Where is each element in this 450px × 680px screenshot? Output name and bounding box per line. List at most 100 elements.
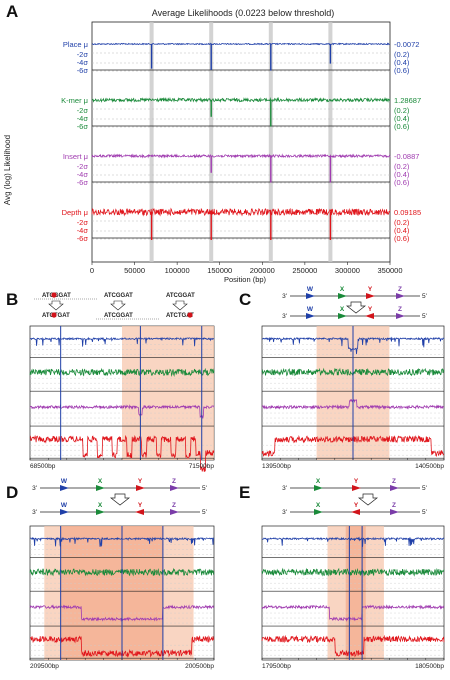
series-line-depth: [261, 634, 445, 658]
highlight-core: [345, 526, 366, 660]
gene-arrow-y: [365, 313, 374, 319]
sigma-value: (0.6): [394, 178, 410, 187]
sigma-labels-place: -2σ -4σ -6σ: [77, 50, 89, 75]
gene-label-y: Y: [138, 478, 143, 485]
sigma-label: -2σ: [77, 106, 89, 115]
gene-label-z: Z: [398, 286, 402, 293]
series-line-place: [91, 42, 391, 46]
gene-arrow-x: [338, 293, 347, 299]
strand-end-label: 3': [32, 509, 37, 516]
right-values-kmer: 1.28687 (0.2) (0.4) (0.6): [394, 96, 421, 131]
x-tick-label: 100000: [165, 266, 190, 275]
series-line-depth: [91, 207, 391, 217]
series-line-insert: [261, 604, 445, 622]
gene-arrow-z: [396, 293, 405, 299]
sigma-value: (0.2): [394, 162, 410, 171]
gene-arrow-w: [306, 313, 315, 319]
chart-d: [29, 525, 215, 661]
sigma-labels-depth: -2σ -4σ -6σ: [77, 218, 89, 243]
chart-d-x-start: 209500bp: [30, 663, 59, 670]
chart-e: [261, 525, 445, 661]
dna-seq-bottom: ATCTGAT: [166, 313, 194, 319]
gene-arrow-z: [390, 509, 399, 515]
chart-a: 0 50000 100000 150000 200000 250000 300000 3500…: [90, 21, 403, 275]
sigma-value: (0.2): [394, 218, 410, 227]
gene-arrow-y: [352, 485, 361, 491]
series-mean-insert: -0.0887: [394, 152, 419, 161]
series-line-k-mer: [91, 96, 391, 103]
gene-arrow-x: [96, 509, 105, 515]
gene-label-x: X: [98, 478, 103, 485]
sigma-label: -2σ: [77, 162, 89, 171]
schematic-b: ATCGGAT ATCTGAT ATCGGAT ATCGGAT ATCGGAT …: [34, 292, 195, 320]
chart-b: [29, 325, 215, 472]
gene-arrow-z: [390, 485, 399, 491]
x-tick-label: 350000: [377, 266, 402, 275]
series-mean-depth: 0.09185: [394, 208, 421, 217]
sigma-label: -6σ: [77, 234, 89, 243]
gene-label-w: W: [61, 478, 68, 485]
panel-label-b: B: [6, 290, 18, 309]
chart-b-x-end: 71500bp: [189, 463, 215, 470]
strand-end-label: 5': [422, 313, 427, 320]
gene-label-z: Z: [392, 478, 396, 485]
gene-arrow-x: [314, 485, 323, 491]
strand-end-label: 3': [282, 293, 287, 300]
sigma-label: -6σ: [77, 66, 89, 75]
x-tick-label: 0: [90, 266, 94, 275]
strand-end-label: 5': [422, 485, 427, 492]
sigma-value: (0.6): [394, 66, 410, 75]
gene-label-x: X: [98, 502, 103, 509]
gene-label-w: W: [61, 502, 68, 509]
gene-label-z: Z: [172, 478, 176, 485]
arrow-down-icon: [172, 300, 188, 311]
gene-arrow-y: [136, 485, 145, 491]
gene-arrow-w: [60, 509, 69, 515]
plot-frame: [91, 21, 391, 263]
sigma-label: -6σ: [77, 178, 89, 187]
right-values-place: -0.0072 (0.2) (0.4) (0.6): [394, 40, 419, 75]
sigma-labels-insert: -2σ -4σ -6σ: [77, 162, 89, 187]
gene-label-z: Z: [172, 502, 176, 509]
x-tick-label: 300000: [335, 266, 360, 275]
gene-arrow-z: [170, 509, 179, 515]
highlight-band: [149, 22, 154, 262]
series-line-kmer: [261, 567, 445, 577]
strand-end-label: 3': [282, 509, 287, 516]
panel-label-a: A: [6, 2, 18, 21]
sigma-labels-kmer: -2σ -4σ -6σ: [77, 106, 89, 131]
x-tick-label: 50000: [124, 266, 145, 275]
sigma-value: (0.6): [394, 122, 410, 131]
strand-end-label: 3': [32, 485, 37, 492]
strand-end-label: 5': [202, 485, 207, 492]
gene-label-y: Y: [138, 502, 143, 509]
sigma-value: (0.2): [394, 106, 410, 115]
panel-label-e: E: [239, 483, 250, 502]
gene-arrow-y: [135, 509, 144, 515]
gene-label-x: X: [316, 478, 321, 485]
gene-label-w: W: [307, 286, 314, 293]
highlight-band: [328, 22, 333, 262]
dna-seq-top: ATCGGAT: [166, 293, 195, 299]
chart-c-x-start: 139500bp: [262, 463, 291, 470]
panel-label-d: D: [6, 483, 18, 502]
sigma-value: (0.4): [394, 114, 410, 123]
sigma-value: (0.2): [394, 50, 410, 59]
chart-e-x-start: 179500bp: [262, 663, 291, 670]
arrow-down-icon: [48, 300, 64, 311]
gene-label-z: Z: [392, 502, 396, 509]
strand-end-label: 5': [202, 509, 207, 516]
series-label-depth: Depth μ: [62, 208, 88, 217]
gene-label-y: Y: [368, 306, 373, 313]
sigma-label: -4σ: [77, 226, 89, 235]
sigma-value: (0.6): [394, 234, 410, 243]
sigma-value: (0.4): [394, 170, 410, 179]
strand-end-label: 3': [282, 313, 287, 320]
sigma-label: -4σ: [77, 170, 89, 179]
dna-seq-top: ATCGGAT: [104, 293, 133, 299]
series-line-insert: [91, 153, 391, 159]
highlight-core: [60, 526, 163, 660]
series-label-kmer: K-mer μ: [61, 96, 88, 105]
sigma-label: -2σ: [77, 50, 89, 59]
